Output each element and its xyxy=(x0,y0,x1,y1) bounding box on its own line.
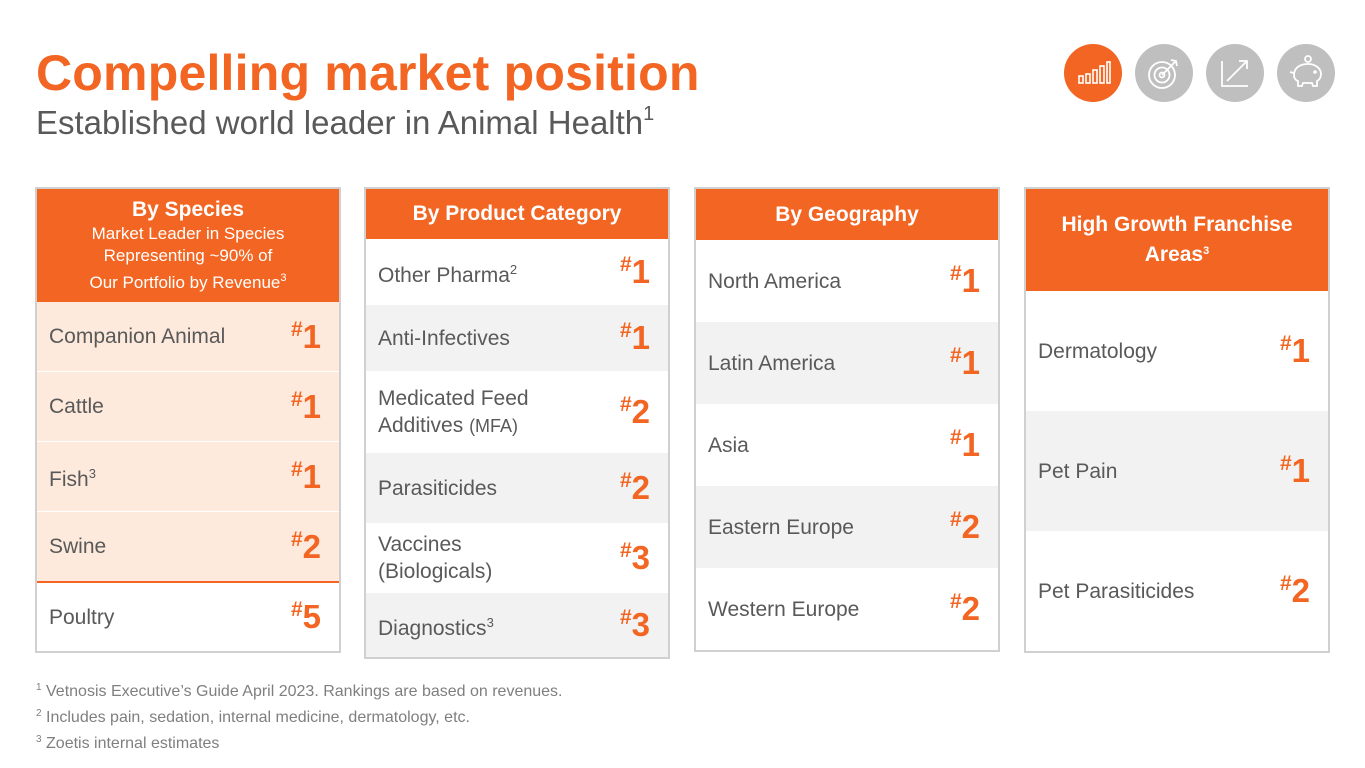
geography-row: Western Europe #2 xyxy=(696,568,998,650)
species-row: Poultry #5 xyxy=(37,581,339,651)
species-table-header: By Species Market Leader in Species Repr… xyxy=(37,189,339,302)
rank-badge: #5 xyxy=(290,598,321,635)
product-category-table: By Product Category Other Pharma2 #1 Ant… xyxy=(364,187,670,659)
rank-badge: #1 xyxy=(290,457,321,495)
species-row: Fish3 #1 xyxy=(37,442,339,512)
franchise-table: High Growth Franchise Areas3 Dermatology… xyxy=(1024,187,1330,653)
rank-badge: #2 xyxy=(619,393,650,430)
geography-table: By Geography North America #1 Latin Amer… xyxy=(694,187,1000,652)
rank-badge: #2 xyxy=(949,508,980,545)
species-row: Cattle #1 xyxy=(37,372,339,442)
geography-row: Asia #1 xyxy=(696,404,998,486)
franchise-row: Dermatology #1 xyxy=(1026,291,1328,411)
section-nav xyxy=(1064,44,1335,102)
product-row: Other Pharma2 #1 xyxy=(366,239,668,305)
bar-chart-icon[interactable] xyxy=(1064,44,1122,102)
footnote: 1 Vetnosis Executive’s Guide April 2023.… xyxy=(36,682,563,700)
footnote: 3 Zoetis internal estimates xyxy=(36,734,220,752)
rank-badge: #1 xyxy=(949,344,980,381)
rank-badge: #2 xyxy=(949,590,980,627)
geography-row: Latin America #1 xyxy=(696,322,998,404)
species-row: Companion Animal #1 xyxy=(37,302,339,372)
geography-table-header: By Geography xyxy=(696,189,998,240)
rank-badge: #2 xyxy=(619,469,650,506)
footnotes: 1 Vetnosis Executive’s Guide April 2023.… xyxy=(36,677,562,755)
product-row: Medicated Feed Additives (MFA) #2 xyxy=(366,371,668,453)
footnote: 2 Includes pain, sedation, internal medi… xyxy=(36,708,470,726)
target-icon[interactable] xyxy=(1135,44,1193,102)
rank-badge: #1 xyxy=(290,387,321,425)
page-title: Compelling market position xyxy=(36,45,700,101)
rank-badge: #2 xyxy=(1279,572,1310,609)
product-row: Diagnostics3 #3 xyxy=(366,593,668,657)
product-table-header: By Product Category xyxy=(366,189,668,239)
rank-badge: #1 xyxy=(1279,332,1310,369)
species-table: By Species Market Leader in Species Repr… xyxy=(35,187,341,653)
rank-badge: #3 xyxy=(619,539,650,576)
rank-badge: #3 xyxy=(619,606,650,643)
franchise-table-header: High Growth Franchise Areas3 xyxy=(1026,189,1328,291)
product-row: Anti-Infectives #1 xyxy=(366,305,668,371)
product-row: Parasiticides #2 xyxy=(366,453,668,523)
product-row: Vaccines (Biologicals) #3 xyxy=(366,523,668,593)
geography-row: North America #1 xyxy=(696,240,998,322)
piggy-bank-icon[interactable] xyxy=(1277,44,1335,102)
rank-badge: #1 xyxy=(949,262,980,299)
rank-badge: #2 xyxy=(290,527,321,565)
rank-badge: #1 xyxy=(619,253,650,290)
franchise-row: Pet Parasiticides #2 xyxy=(1026,531,1328,651)
rank-badge: #1 xyxy=(949,426,980,463)
species-row: Swine #2 xyxy=(37,512,339,581)
rank-badge: #1 xyxy=(619,319,650,356)
rank-badge: #1 xyxy=(290,317,321,355)
growth-arrow-icon[interactable] xyxy=(1206,44,1264,102)
rank-badge: #1 xyxy=(1279,452,1310,489)
geography-row: Eastern Europe #2 xyxy=(696,486,998,568)
page-subtitle: Established world leader in Animal Healt… xyxy=(36,103,655,141)
franchise-row: Pet Pain #1 xyxy=(1026,411,1328,531)
